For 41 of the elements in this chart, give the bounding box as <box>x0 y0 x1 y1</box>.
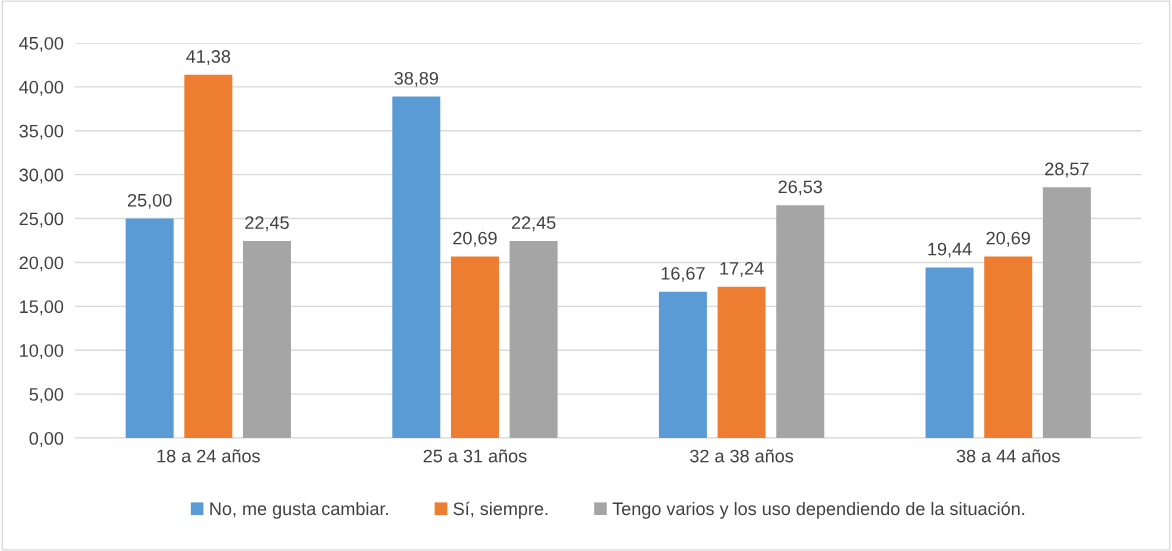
bar <box>925 267 974 439</box>
bar <box>450 256 499 439</box>
x-tick-label: 18 a 24 años <box>157 449 260 463</box>
y-tick-label: 25,00 <box>19 212 64 228</box>
bar <box>1042 187 1091 439</box>
y-tick-label: 35,00 <box>19 124 64 140</box>
data-label: 20,69 <box>453 231 497 247</box>
bar <box>658 291 707 439</box>
bar <box>125 218 174 439</box>
y-tick-label: 15,00 <box>20 300 64 316</box>
bar <box>184 74 233 439</box>
y-tick-label: 45,00 <box>19 36 64 52</box>
bar <box>717 286 766 439</box>
data-label: 19,44 <box>928 242 972 258</box>
y-tick-label: 40,00 <box>19 80 64 96</box>
y-tick-label: 30,00 <box>19 168 64 184</box>
y-tick-label: 0,00 <box>29 431 64 447</box>
data-label: 38,89 <box>394 71 439 87</box>
legend-label: Sí, siempre. <box>453 501 548 519</box>
bar <box>984 256 1033 439</box>
data-label: 28,57 <box>1045 162 1089 178</box>
y-tick-label: 5,00 <box>29 388 64 403</box>
bar <box>392 96 441 439</box>
legend-label: No, me gusta cambiar. <box>210 501 388 519</box>
data-label: 22,45 <box>511 216 556 232</box>
data-label: 25,00 <box>127 193 172 209</box>
data-label: 16,67 <box>661 267 705 282</box>
bar <box>509 240 558 439</box>
y-tick-label: 10,00 <box>20 344 64 360</box>
data-label: 22,45 <box>245 216 289 232</box>
data-label: 17,24 <box>720 262 764 277</box>
x-tick-label: 32 a 38 años <box>690 449 794 463</box>
x-tick-label: 38 a 44 años <box>956 449 1060 463</box>
legend-label: Tengo varios y los uso dependiendo de la situación. <box>612 501 1025 519</box>
data-label: 26,53 <box>778 180 823 196</box>
bar <box>776 205 825 439</box>
data-label: 20,69 <box>986 231 1030 247</box>
data-label: 41,38 <box>186 50 231 65</box>
y-tick-label: 20,00 <box>19 256 64 272</box>
x-tick-label: 25 a 31 años <box>423 449 527 463</box>
bar <box>242 240 291 439</box>
